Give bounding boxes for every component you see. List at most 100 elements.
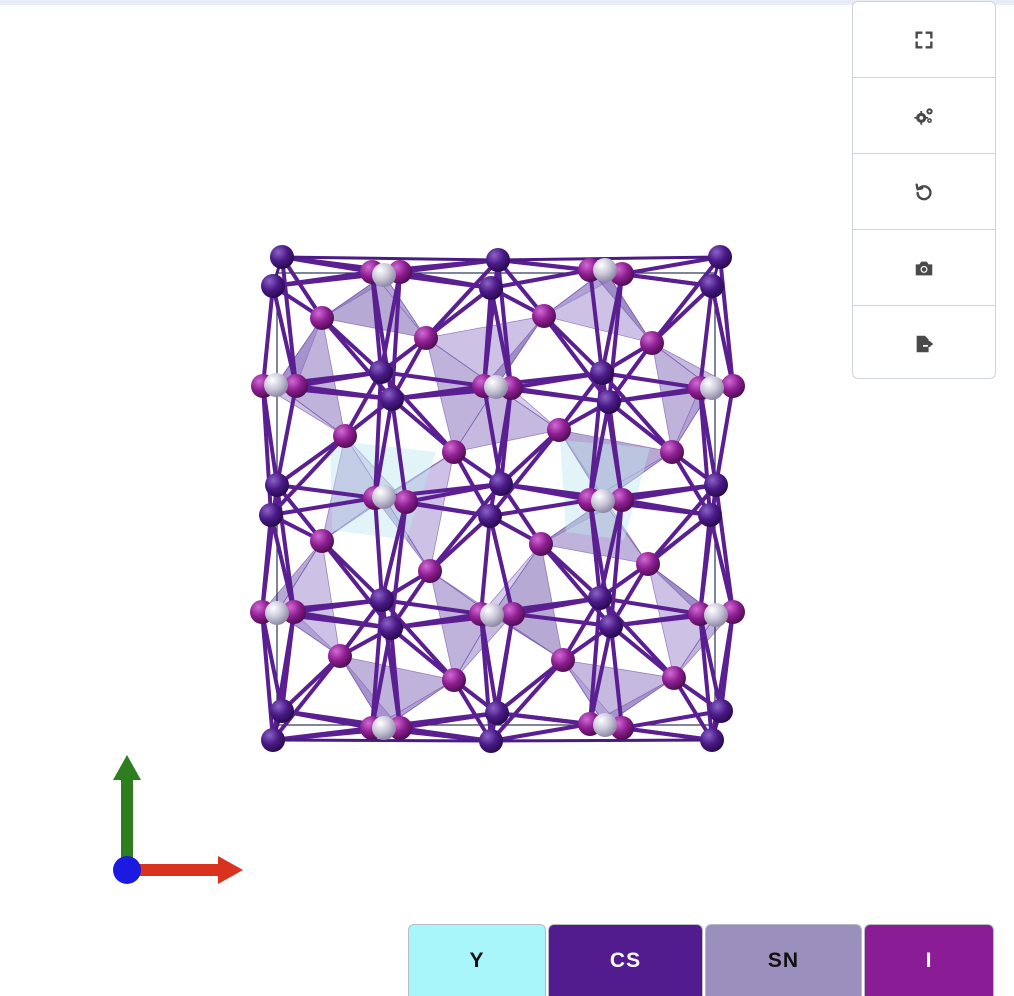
cs-atom [489,472,513,496]
bond [620,255,722,276]
sn-atom [593,258,617,282]
bond [620,726,714,742]
sn-atom [593,713,617,737]
cs-atom [597,390,621,414]
bond [609,624,624,730]
bond [269,434,347,517]
file-export-icon [916,335,934,353]
cs-atom [265,473,289,497]
bond [424,258,500,340]
legend-label: CS [609,948,642,972]
crystal-structure-canvas[interactable] [0,5,1014,996]
bond [509,386,611,404]
axes-indicator [113,755,243,884]
bond [379,370,486,388]
cs-atom [704,473,728,497]
bond [280,255,500,262]
legend-label: SN [767,948,800,972]
i-atom [418,559,442,583]
bond [489,738,714,743]
cs-atom [479,729,503,753]
bond [539,542,613,628]
bond [488,514,515,616]
bond [650,284,714,345]
export-button[interactable] [853,306,995,378]
legend-item-i[interactable]: I [864,924,994,996]
bond [620,272,714,288]
sn-atom [264,373,288,397]
bond [380,500,408,602]
bond [698,284,714,390]
bond [620,709,723,730]
bond [292,598,384,614]
bond [269,496,377,517]
bond [496,258,546,318]
fullscreen-button[interactable] [853,2,995,78]
cs-atom [709,699,733,723]
i-atom [551,648,575,672]
legend-item-sn[interactable]: SN [705,924,862,996]
bond [390,397,456,454]
bond [646,513,712,566]
bond [280,255,298,388]
bond [452,450,492,518]
bond [380,598,483,616]
bond [424,286,493,340]
atoms-layer [250,245,745,753]
bond [479,514,492,616]
screenshot-button[interactable] [853,230,995,306]
bond [495,658,565,715]
bond [320,539,393,630]
bond [607,400,674,454]
i-atom [333,424,357,448]
cs-atom [261,728,285,752]
cs-atom [708,245,732,269]
i-atom [529,532,553,556]
sn-atom [372,263,396,287]
cs-atom [478,504,502,528]
cs-atom [479,276,503,300]
y-axis-arrow-head [113,755,141,780]
bond [370,626,393,730]
bond [489,658,565,743]
i-atom [282,600,306,624]
top-border-bar [0,0,1014,5]
cs-atom [486,248,510,272]
bond [280,255,324,320]
cs-atom [370,588,394,612]
bonds-layer [259,255,736,743]
cs-atom [700,728,724,752]
bond [489,722,592,743]
bond [542,314,611,404]
sn-atom [265,601,289,625]
bond [708,513,735,614]
bond [373,370,383,500]
legend-item-y[interactable]: Y [408,924,546,996]
bond [714,483,735,614]
settings-button[interactable] [853,78,995,154]
bond [260,513,273,614]
i-atom [501,602,525,626]
bond [261,284,275,388]
cs-atom [380,387,404,411]
bond [710,284,735,388]
bond [488,498,592,518]
bond [588,268,604,375]
bond [511,612,613,628]
bond [488,386,513,518]
bond [698,612,714,742]
cs-atom [485,701,509,725]
cs-atom [261,274,285,298]
bond [389,500,408,630]
bond [390,397,408,504]
i-atom [636,552,660,576]
structure-viewer[interactable] [0,5,1014,996]
i-atom [414,326,438,350]
sn-atom [372,485,396,509]
reset-view-button[interactable] [853,154,995,230]
legend-item-cs[interactable]: CS [548,924,703,996]
bond [398,270,493,290]
bond [428,482,503,573]
cs-atom [700,274,724,298]
bond [607,400,624,502]
